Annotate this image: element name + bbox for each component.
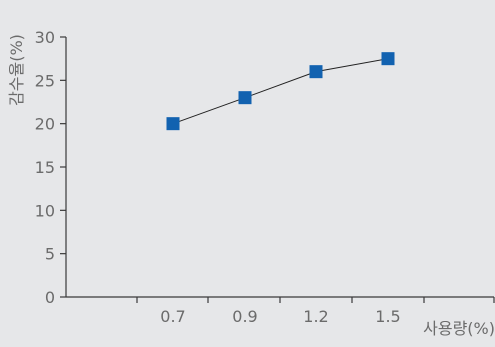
axes bbox=[65, 37, 494, 298]
y-tick-label: 25 bbox=[35, 71, 55, 90]
x-tick-label: 0.7 bbox=[160, 307, 185, 326]
x-axis-title: 사용량(%) bbox=[423, 319, 495, 338]
y-tick-label: 15 bbox=[35, 158, 55, 177]
y-axis-ticks: 0 5 10 15 20 25 30 bbox=[35, 28, 66, 307]
y-tick-label: 0 bbox=[45, 288, 55, 307]
data-point-marker bbox=[238, 91, 252, 105]
y-tick-label: 5 bbox=[45, 245, 55, 264]
data-point-marker bbox=[381, 52, 395, 66]
y-axis-title: 감수율(%) bbox=[7, 34, 26, 106]
x-tick-label: 1.5 bbox=[375, 307, 400, 326]
y-tick-label: 30 bbox=[35, 28, 55, 47]
y-tick-label: 10 bbox=[35, 201, 55, 220]
x-axis-ticks: 0.7 0.9 1.2 1.5 bbox=[136, 297, 495, 326]
x-tick-label: 1.2 bbox=[303, 307, 328, 326]
x-tick-label: 0.9 bbox=[232, 307, 257, 326]
data-point-marker bbox=[309, 65, 323, 79]
y-tick-label: 20 bbox=[35, 115, 55, 134]
series-line bbox=[172, 58, 389, 125]
data-point-marker bbox=[166, 117, 180, 131]
series-group bbox=[166, 52, 395, 131]
